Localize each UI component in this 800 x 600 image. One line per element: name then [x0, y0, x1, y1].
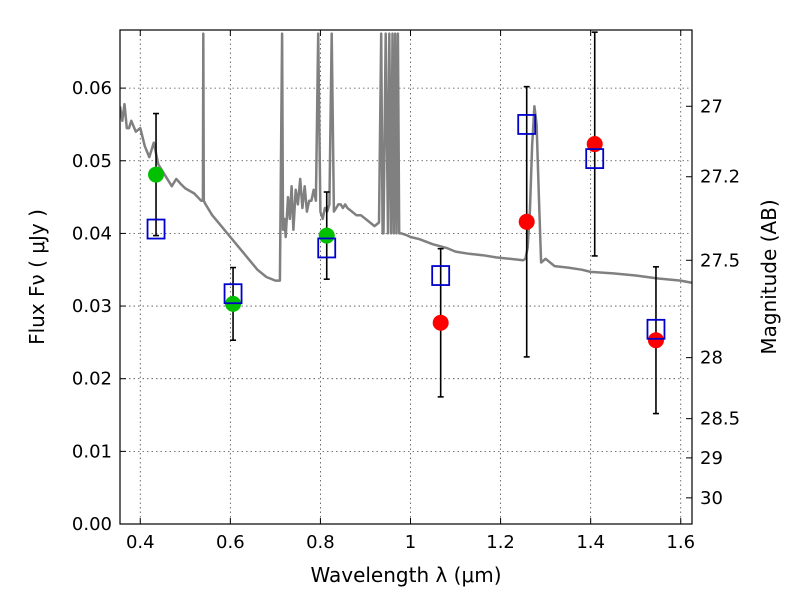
x-tick-label: 0.6: [216, 532, 245, 553]
axis-layer: 0.4 0.6 0.8 1 1.2 1.4 1.6 0.00 0.01 0.02 0.03 0.04 0…: [72, 30, 740, 553]
x-tick-label: 1.4: [576, 532, 605, 553]
y-axis-label: Flux Fν ( μJy ): [25, 209, 49, 345]
x-axis-label: Wavelength λ (μm): [310, 563, 501, 587]
right-tick-label: 27: [700, 96, 723, 117]
x-tick-label: 0.4: [126, 532, 155, 553]
red-data-point: [648, 332, 664, 348]
grid-layer: [120, 30, 692, 524]
x-tick-label: 1.2: [486, 532, 515, 553]
right-tick-label: 28: [700, 348, 723, 369]
right-tick-label: 30: [700, 488, 723, 509]
green-data-point: [148, 167, 164, 183]
right-axis-label: Magnitude (AB): [757, 199, 781, 354]
spectrum-layer: [120, 34, 692, 283]
right-tick-label: 28.5: [700, 409, 740, 430]
red-data-point: [519, 214, 535, 230]
y-tick-label: 0.02: [72, 369, 112, 390]
red-data-point: [433, 315, 449, 331]
x-tick-label: 0.8: [306, 532, 335, 553]
right-tick-label: 27.2: [700, 167, 740, 188]
x-tick-label: 1: [405, 532, 416, 553]
y-tick-label: 0.01: [72, 441, 112, 462]
y-tick-label: 0.03: [72, 296, 112, 317]
y-tick-label: 0.00: [72, 514, 112, 535]
right-tick-label: 27.5: [700, 250, 740, 271]
y-tick-label: 0.05: [72, 151, 112, 172]
y-tick-label: 0.06: [72, 78, 112, 99]
green-data-point: [319, 228, 335, 244]
right-tick-label: 29: [700, 448, 723, 469]
sed-chart: 0.4 0.6 0.8 1 1.2 1.4 1.6 0.00 0.01 0.02 0.03 0.04 0…: [0, 0, 800, 600]
plot-frame: [120, 30, 692, 524]
x-tick-label: 1.6: [666, 532, 695, 553]
errorbar-layer: [153, 32, 659, 413]
y-tick-label: 0.04: [72, 223, 112, 244]
spectrum-line: [120, 34, 692, 283]
